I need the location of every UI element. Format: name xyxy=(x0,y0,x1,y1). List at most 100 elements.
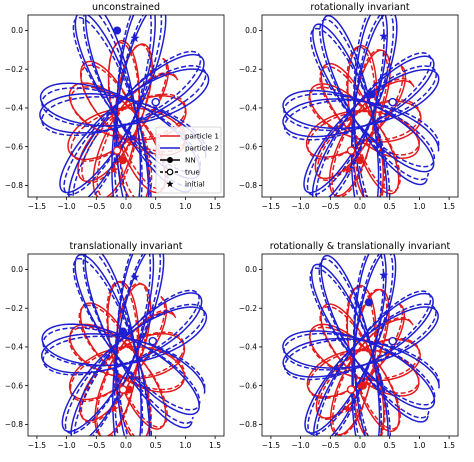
panel-rotationally-invariant: rotationally invariant −1.5 −1.0 −0.5 0.0 0.… xyxy=(239,2,459,211)
panel-translationally-invariant: translationally invariant −1.5 −1.0 −0.5 0.… xyxy=(5,241,225,450)
particle-1-nn-endpoint xyxy=(356,156,364,165)
x-tick-label: 1.5 xyxy=(443,202,455,211)
y-tick-label: −0.6 xyxy=(5,381,23,390)
x-tick-label: 1.5 xyxy=(209,202,221,211)
legend: particle 1 particle 2 NN true initial xyxy=(155,126,222,194)
particle-2-initial-point xyxy=(379,270,389,280)
x-tick-label: 0.5 xyxy=(150,441,162,450)
legend-label-initial: initial xyxy=(185,180,205,189)
series-particle-2-nn-trajectory xyxy=(282,15,440,197)
particle-2-true-endpoint xyxy=(388,336,397,346)
y-tick-label: −0.2 xyxy=(5,304,23,313)
legend-label-particle-1: particle 1 xyxy=(185,132,219,141)
particle-1-true-endpoint xyxy=(346,385,356,394)
x-tick-label: 0.5 xyxy=(384,441,396,450)
particle-1-true-endpoint xyxy=(112,146,122,155)
x-tick-label: −1.5 xyxy=(262,441,280,450)
x-tick-label: −1.0 xyxy=(57,202,75,211)
x-tick-label: 1.5 xyxy=(443,441,455,450)
particle-1-nn-endpoint xyxy=(358,381,367,390)
legend-handle-nn-marker xyxy=(167,157,173,163)
x-tick-label: 1.0 xyxy=(179,441,191,450)
y-tick-label: −0.6 xyxy=(5,142,23,151)
y-tick-label: −0.8 xyxy=(239,181,257,190)
x-tick-label: −1.0 xyxy=(57,441,75,450)
series-particle-2-nn-trajectory xyxy=(282,254,440,436)
plot-area xyxy=(41,254,208,436)
x-tick-label: 0.5 xyxy=(384,202,396,211)
particle-2-nn-endpoint xyxy=(113,26,122,35)
particle-1-initial-point xyxy=(343,165,353,174)
particle-2-nn-endpoint xyxy=(364,298,373,307)
particle-2-nn-endpoint xyxy=(367,90,376,99)
series-particle-2-nn-trajectory xyxy=(39,15,210,197)
particle-1-nn-endpoint xyxy=(119,156,128,165)
x-tick-label: 1.0 xyxy=(179,202,191,211)
x-tick-label: 0.5 xyxy=(150,202,162,211)
x-tick-label: −0.5 xyxy=(87,441,105,450)
y-tick-label: −0.4 xyxy=(5,104,23,113)
particle-1-initial-point xyxy=(109,404,119,413)
y-tick-label: −0.4 xyxy=(239,343,257,352)
y-tick-label: −0.8 xyxy=(5,420,23,429)
y-tick-label: 0.0 xyxy=(245,26,257,35)
particle-2-nn-endpoint xyxy=(119,327,128,336)
y-tick-label: −0.2 xyxy=(239,304,257,313)
panel-rot-trans-invariant: rotationally & translationally invariant… xyxy=(239,241,459,450)
legend-box xyxy=(155,126,222,194)
y-tick-label: −0.2 xyxy=(5,65,23,74)
panel-title: rotationally & translationally invariant xyxy=(270,241,451,252)
x-tick-label: 0.0 xyxy=(354,202,366,211)
particle-2-initial-point xyxy=(130,33,140,43)
series-particle-2-true-trajectory xyxy=(41,15,207,197)
y-tick-label: −0.6 xyxy=(239,381,257,390)
x-tick-label: −1.5 xyxy=(262,202,280,211)
x-tick-label: −0.5 xyxy=(321,441,339,450)
y-tick-label: −0.8 xyxy=(239,420,257,429)
particle-1-true-endpoint xyxy=(118,385,128,394)
x-tick-label: 0.0 xyxy=(354,441,366,450)
panel-title: translationally invariant xyxy=(69,241,182,252)
particle-1-initial-point xyxy=(109,165,119,174)
series-particle-2-true-trajectory xyxy=(283,254,440,436)
x-tick-label: 1.5 xyxy=(209,441,221,450)
x-tick-label: −1.0 xyxy=(291,441,309,450)
panel-unconstrained: unconstrained −1.5 −1.0 −0.5 0.0 0.5 1.0 1.5 0.… xyxy=(5,2,225,211)
x-tick-label: −1.5 xyxy=(28,441,46,450)
legend-label-nn: NN xyxy=(185,156,196,165)
panel-title: rotationally invariant xyxy=(310,2,409,13)
legend-label-particle-2: particle 2 xyxy=(185,144,219,153)
series-particle-2-true-trajectory xyxy=(283,15,440,197)
particle-2-true-endpoint xyxy=(148,336,158,346)
series-particle-2-true-trajectory xyxy=(42,254,206,436)
legend-handle-true-marker xyxy=(166,168,174,176)
plot-area xyxy=(282,254,440,436)
x-tick-label: −0.5 xyxy=(321,202,339,211)
series-particle-2-nn-trajectory xyxy=(41,254,208,436)
x-tick-label: −0.5 xyxy=(87,202,105,211)
x-tick-label: 1.0 xyxy=(413,441,425,450)
panel-title: unconstrained xyxy=(92,2,160,13)
x-tick-label: 0.0 xyxy=(120,441,132,450)
y-tick-label: −0.8 xyxy=(5,181,23,190)
y-tick-label: 0.0 xyxy=(11,265,23,274)
legend-handle-initial-marker xyxy=(166,180,174,188)
particle-2-initial-point xyxy=(130,272,140,282)
x-tick-label: −1.0 xyxy=(291,202,309,211)
particle-1-initial-point xyxy=(343,404,353,413)
y-tick-label: 0.0 xyxy=(11,26,23,35)
series-particle-1-true-trajectory xyxy=(307,45,421,197)
x-tick-label: −1.5 xyxy=(28,202,46,211)
legend-label-true: true xyxy=(185,168,200,177)
y-tick-label: −0.6 xyxy=(239,142,257,151)
y-tick-label: −0.4 xyxy=(239,104,257,113)
particle-1-true-endpoint xyxy=(346,146,356,155)
plot-area xyxy=(39,15,210,197)
x-tick-label: 1.0 xyxy=(413,202,425,211)
x-tick-label: 0.0 xyxy=(120,202,132,211)
y-tick-label: −0.4 xyxy=(5,343,23,352)
particle-1-nn-endpoint xyxy=(124,385,133,394)
y-tick-label: −0.2 xyxy=(239,65,257,74)
series-particle-1-true-trajectory xyxy=(68,281,186,436)
